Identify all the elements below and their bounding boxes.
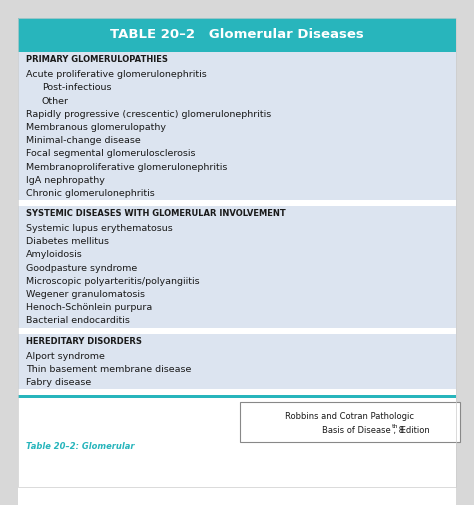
Text: Robbins and Cotran Pathologic: Robbins and Cotran Pathologic bbox=[285, 412, 414, 421]
Text: Table 20–2: Glomerular: Table 20–2: Glomerular bbox=[26, 442, 135, 451]
Bar bbox=[18, 389, 456, 395]
Bar bbox=[18, 395, 456, 398]
Bar bbox=[18, 52, 456, 430]
Bar bbox=[18, 206, 456, 328]
Text: Amyloidosis: Amyloidosis bbox=[26, 250, 83, 260]
Text: Wegener granulomatosis: Wegener granulomatosis bbox=[26, 290, 145, 299]
Text: Alport syndrome: Alport syndrome bbox=[26, 351, 105, 361]
Text: Membranoproliferative glomerulonephritis: Membranoproliferative glomerulonephritis bbox=[26, 163, 228, 172]
Text: Post-infectious: Post-infectious bbox=[42, 83, 111, 92]
Text: Goodpasture syndrome: Goodpasture syndrome bbox=[26, 264, 137, 273]
Text: Fabry disease: Fabry disease bbox=[26, 378, 91, 387]
Text: Chronic glomerulonephritis: Chronic glomerulonephritis bbox=[26, 189, 155, 198]
Text: SYSTEMIC DISEASES WITH GLOMERULAR INVOLVEMENT: SYSTEMIC DISEASES WITH GLOMERULAR INVOLV… bbox=[26, 210, 286, 219]
Text: Henoch-Schönlein purpura: Henoch-Schönlein purpura bbox=[26, 304, 152, 312]
Text: Thin basement membrane disease: Thin basement membrane disease bbox=[26, 365, 191, 374]
Text: Other: Other bbox=[42, 96, 69, 106]
Text: Microscopic polyarteritis/polyangiitis: Microscopic polyarteritis/polyangiitis bbox=[26, 277, 200, 286]
Text: Focal segmental glomerulosclerosis: Focal segmental glomerulosclerosis bbox=[26, 149, 195, 158]
Bar bbox=[18, 328, 456, 334]
Text: IgA nephropathy: IgA nephropathy bbox=[26, 176, 105, 185]
Text: th: th bbox=[392, 425, 398, 429]
Text: Acute proliferative glomerulonephritis: Acute proliferative glomerulonephritis bbox=[26, 70, 207, 79]
Text: Systemic lupus erythematosus: Systemic lupus erythematosus bbox=[26, 224, 173, 233]
Text: Basis of Disease , 8: Basis of Disease , 8 bbox=[322, 427, 404, 435]
Bar bbox=[18, 18, 456, 52]
Text: TABLE 20–2   Glomerular Diseases: TABLE 20–2 Glomerular Diseases bbox=[110, 28, 364, 41]
Text: HEREDITARY DISORDERS: HEREDITARY DISORDERS bbox=[26, 337, 142, 346]
Bar bbox=[18, 52, 456, 200]
Bar bbox=[18, 398, 456, 505]
Text: Bacterial endocarditis: Bacterial endocarditis bbox=[26, 317, 130, 326]
Text: Rapidly progressive (crescentic) glomerulonephritis: Rapidly progressive (crescentic) glomeru… bbox=[26, 110, 271, 119]
Bar bbox=[240, 402, 460, 442]
Text: Minimal-change disease: Minimal-change disease bbox=[26, 136, 141, 145]
Bar bbox=[18, 334, 456, 389]
Bar bbox=[18, 200, 456, 206]
Text: Membranous glomerulopathy: Membranous glomerulopathy bbox=[26, 123, 166, 132]
Text: Edition: Edition bbox=[398, 427, 429, 435]
Text: Diabetes mellitus: Diabetes mellitus bbox=[26, 237, 109, 246]
Text: PRIMARY GLOMERULOPATHIES: PRIMARY GLOMERULOPATHIES bbox=[26, 56, 168, 65]
